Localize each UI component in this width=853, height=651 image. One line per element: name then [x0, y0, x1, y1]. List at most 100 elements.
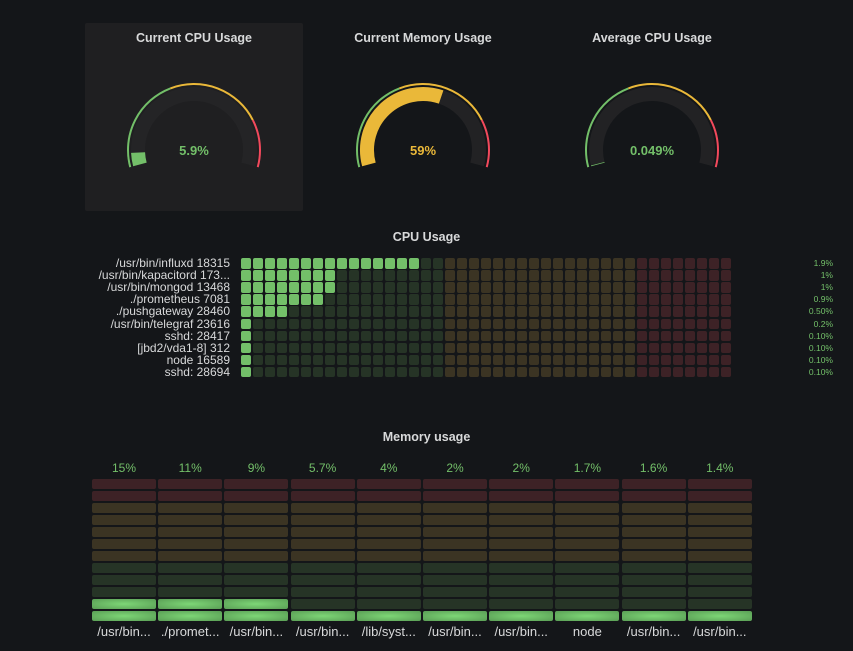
bar-cell [361, 282, 371, 293]
bar-cell [649, 354, 659, 366]
bar-cell [469, 294, 479, 305]
bar-cell [469, 318, 479, 329]
current-memory-usage-panel[interactable]: Current Memory Usage 59% [314, 23, 532, 211]
bar-cell [589, 330, 599, 342]
bar-cell [637, 318, 647, 329]
bar-cell [265, 318, 275, 329]
bar-cell [685, 330, 695, 342]
cpu-gauge [127, 83, 261, 168]
bar-cell [361, 294, 371, 305]
gauge-value: 0.049% [629, 143, 675, 158]
bar-cell [553, 354, 563, 366]
bar-cell [158, 539, 223, 549]
cpu-value: 1% [820, 282, 833, 293]
bar-cell [673, 366, 683, 378]
bar-cell-lit [253, 294, 263, 305]
bar-cell [313, 342, 323, 354]
bar-cell [613, 282, 623, 293]
bar-cell [385, 282, 395, 293]
bar-cell [637, 282, 647, 293]
bar-cell [423, 575, 487, 585]
bar-cell [625, 354, 635, 366]
bar-cell [529, 258, 539, 269]
bar-cell-lit [621, 611, 686, 621]
bar-cell-lit [241, 354, 251, 366]
bar-cell [277, 318, 287, 329]
bar-cell [613, 294, 623, 305]
bar-cell-lit [325, 258, 335, 269]
bar-cell-lit [241, 306, 251, 317]
bar-cell [409, 282, 419, 293]
bar-cell [423, 539, 487, 549]
bar-cell [601, 270, 611, 281]
bar-cell [529, 330, 539, 342]
cpu-usage-panel[interactable]: CPU Usage /usr/bin/influxd 18315 1.9% /usr… [0, 225, 853, 415]
bar-cell [397, 342, 407, 354]
avg-cpu-gauge [585, 83, 719, 168]
panel-title: Current CPU Usage [136, 31, 252, 45]
bar-cell [409, 294, 419, 305]
bar-cell [661, 306, 671, 317]
bar-cell [158, 491, 223, 501]
current-cpu-usage-panel[interactable]: Current CPU Usage 5.9% [85, 23, 303, 211]
bar-cell [457, 330, 467, 342]
bar-cell [445, 258, 455, 269]
bar-cell [337, 318, 347, 329]
bar-cell [421, 258, 431, 269]
bar-cell [541, 330, 551, 342]
bar-cell [385, 366, 395, 378]
bar-cell [265, 354, 275, 366]
bar-cell-lit [265, 306, 275, 317]
bar-cell [397, 366, 407, 378]
bar-cell [505, 294, 515, 305]
bar-cell [224, 527, 289, 537]
bar-cell-lit [241, 270, 251, 281]
bar-cell [224, 563, 289, 573]
bar-cell [457, 270, 467, 281]
bar-cell-lit [265, 282, 275, 293]
bar-cell [625, 330, 635, 342]
bar-cell [589, 318, 599, 329]
bar-cell-lit [289, 282, 299, 293]
bar-cell [337, 294, 347, 305]
bar-cell [481, 258, 491, 269]
bar-cell [553, 306, 563, 317]
bar-cell-lit [356, 611, 421, 621]
bar-cell [687, 527, 752, 537]
bar-cell-lit [277, 282, 287, 293]
bar-cell [589, 294, 599, 305]
memory-value: 9% [247, 461, 266, 475]
memory-value: 1.4% [706, 461, 734, 475]
bar-cell [553, 282, 563, 293]
bar-cell [92, 527, 156, 537]
bar-cell [489, 575, 554, 585]
bar-cell [349, 354, 359, 366]
bar-cell [505, 258, 515, 269]
bar-cell [313, 354, 323, 366]
bar-cell [92, 575, 156, 585]
bar-cell [445, 282, 455, 293]
bar-cell [469, 354, 479, 366]
bar-cell-lit [253, 282, 263, 293]
bar-cell [421, 354, 431, 366]
bar-cell [493, 318, 503, 329]
bar-cell [409, 306, 419, 317]
bar-cell [337, 342, 347, 354]
bar-cell-lit [313, 258, 323, 269]
bar-cell [421, 294, 431, 305]
bar-cell [505, 306, 515, 317]
bar-cell [709, 330, 719, 342]
bar-cell [709, 342, 719, 354]
bar-cell [709, 354, 719, 366]
bar-cell [433, 306, 443, 317]
bar-cell-lit [337, 258, 347, 269]
bar-cell [601, 318, 611, 329]
bar-cell [493, 354, 503, 366]
bar-cell [301, 318, 311, 329]
bar-cell [489, 539, 554, 549]
bar-cell [637, 330, 647, 342]
memory-usage-panel[interactable]: Memory usage 15% /usr/bin... 11% ./promet..… [0, 425, 853, 651]
average-cpu-usage-panel[interactable]: Average CPU Usage 0.049% [543, 23, 761, 211]
bar-cell-lit [277, 258, 287, 269]
bar-cell [489, 479, 554, 489]
